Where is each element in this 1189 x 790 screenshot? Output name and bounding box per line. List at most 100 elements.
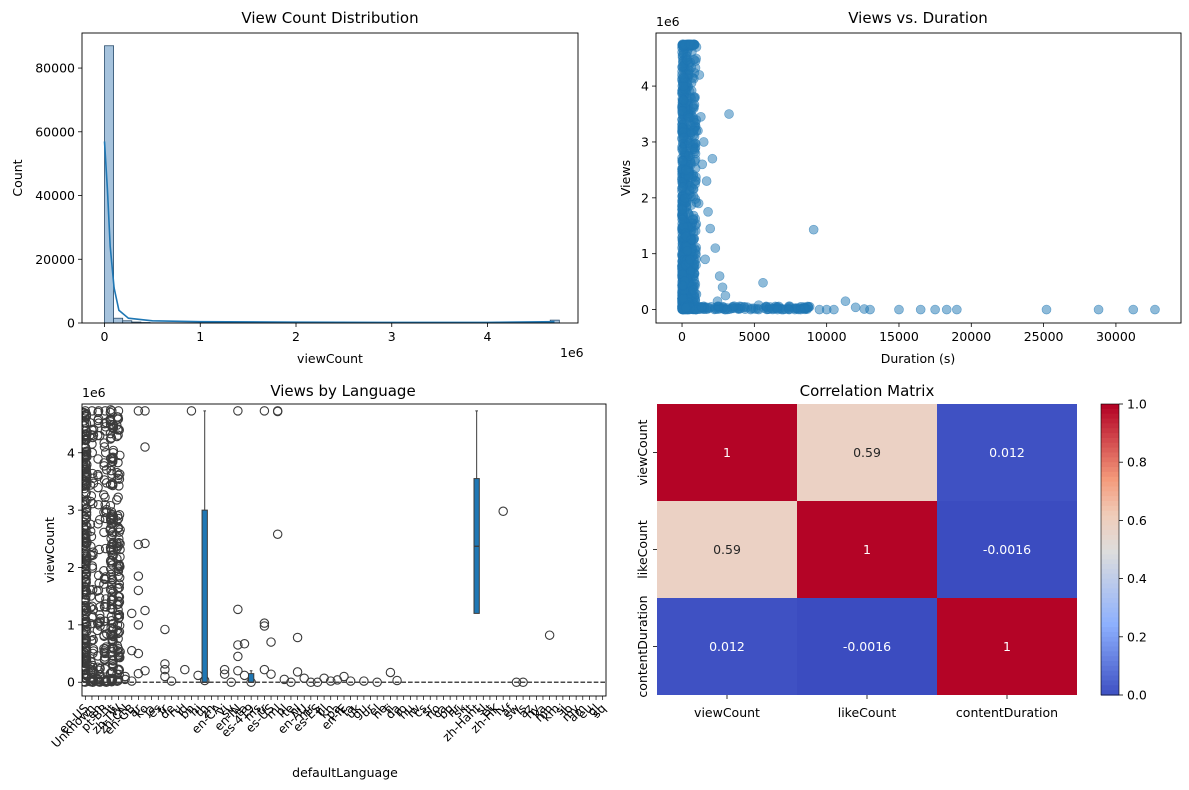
- outlier: [82, 588, 90, 598]
- y-tick-label: 60000: [35, 124, 75, 139]
- scatter-point: [850, 302, 861, 313]
- views-by-language-boxplot: Views by Language en-USUnknownenpt-BRitz…: [42, 382, 609, 780]
- scatter-point: [814, 304, 825, 315]
- scatter-point: [678, 73, 689, 83]
- outlier: [112, 511, 123, 521]
- outlier: [292, 632, 303, 643]
- outlier: [93, 482, 103, 493]
- outlier: [105, 419, 116, 430]
- scatter-point: [677, 144, 687, 155]
- outlier: [140, 605, 150, 616]
- outlier: [112, 645, 123, 656]
- outlier: [114, 592, 125, 602]
- outlier: [85, 429, 96, 440]
- outlier: [93, 519, 103, 529]
- scatter-point: [688, 285, 699, 295]
- colorbar-segment: [1101, 510, 1119, 517]
- scatter-point: [753, 300, 764, 310]
- colorbar-segment: [1101, 617, 1119, 623]
- colorbar-segment: [1101, 680, 1119, 686]
- outlier: [94, 610, 105, 620]
- outlier: [82, 576, 90, 587]
- colorbar-segment: [1101, 447, 1119, 454]
- colorbar-segment: [1101, 530, 1119, 536]
- outlier: [101, 478, 112, 488]
- outlier: [266, 669, 276, 679]
- colorbar-segment: [1101, 544, 1119, 551]
- outlier: [259, 621, 270, 631]
- outlier: [392, 675, 402, 686]
- outlier: [112, 641, 123, 651]
- colorbar-segment: [1101, 476, 1119, 483]
- outlier: [186, 406, 197, 416]
- outlier: [133, 668, 144, 679]
- y-tick-label: 0: [67, 316, 75, 331]
- outlier: [82, 474, 89, 485]
- scatter-point: [701, 176, 712, 186]
- x-tick-label: contentDuration: [956, 705, 1058, 720]
- outlier: [87, 561, 98, 571]
- outlier: [87, 468, 98, 479]
- outlier: [95, 602, 105, 612]
- outlier: [325, 676, 336, 686]
- outlier: [259, 618, 270, 628]
- scatter-point: [691, 42, 702, 52]
- outlier: [82, 418, 90, 428]
- scatter-point: [710, 243, 721, 253]
- outlier: [306, 677, 316, 687]
- colorbar-segment: [1101, 631, 1119, 638]
- colorbar-segment: [1101, 564, 1119, 570]
- outlier: [92, 662, 103, 672]
- colorbar-segment: [1101, 505, 1119, 512]
- outlier: [140, 442, 150, 452]
- outlier: [345, 676, 356, 686]
- outlier: [114, 510, 125, 520]
- scatter-point: [717, 282, 728, 293]
- outlier: [82, 421, 90, 431]
- outlier: [140, 538, 150, 549]
- colorbar-segment: [1101, 534, 1119, 541]
- scatter-point: [677, 280, 688, 291]
- heatmap-cell: [657, 598, 797, 695]
- outlier: [140, 666, 150, 676]
- outlier: [82, 533, 91, 544]
- outlier: [82, 406, 91, 416]
- scatter-point: [696, 112, 706, 122]
- y-tick-label: 2: [641, 190, 649, 205]
- colorbar-segment: [1101, 607, 1119, 614]
- outlier: [82, 462, 91, 473]
- x-tick-label: 30000: [1096, 329, 1136, 344]
- y-tick-label: viewCount: [635, 419, 650, 485]
- outlier: [88, 634, 98, 645]
- outlier: [112, 553, 122, 564]
- outlier: [113, 457, 123, 468]
- y-tick-label: 1: [641, 246, 649, 261]
- colorbar-tick-label: 0.8: [1127, 455, 1147, 470]
- histogram-bar: [113, 317, 124, 324]
- colorbar-segment: [1101, 496, 1119, 502]
- outlier: [86, 531, 97, 542]
- outlier: [160, 664, 170, 675]
- outlier: [113, 424, 124, 435]
- scatter-point: [703, 207, 713, 217]
- heatmap-cell: [937, 598, 1077, 695]
- outlier: [126, 645, 137, 656]
- scatter-point: [705, 223, 716, 234]
- scatter-point: [758, 277, 768, 288]
- outlier: [114, 572, 125, 583]
- colorbar-segment: [1101, 651, 1119, 657]
- outlier: [114, 627, 125, 637]
- outlier: [160, 671, 170, 682]
- outlier: [82, 458, 89, 469]
- outlier: [114, 582, 125, 593]
- colorbar-segment: [1101, 549, 1119, 555]
- x-axis-label: defaultLanguage: [292, 765, 398, 780]
- outlier: [239, 639, 250, 649]
- outlier: [85, 526, 96, 537]
- outlier: [113, 406, 124, 416]
- outlier: [113, 566, 124, 577]
- colorbar-segment: [1101, 408, 1119, 415]
- scatter-point: [685, 254, 695, 265]
- outlier: [85, 496, 96, 507]
- colorbar-segment: [1101, 622, 1119, 628]
